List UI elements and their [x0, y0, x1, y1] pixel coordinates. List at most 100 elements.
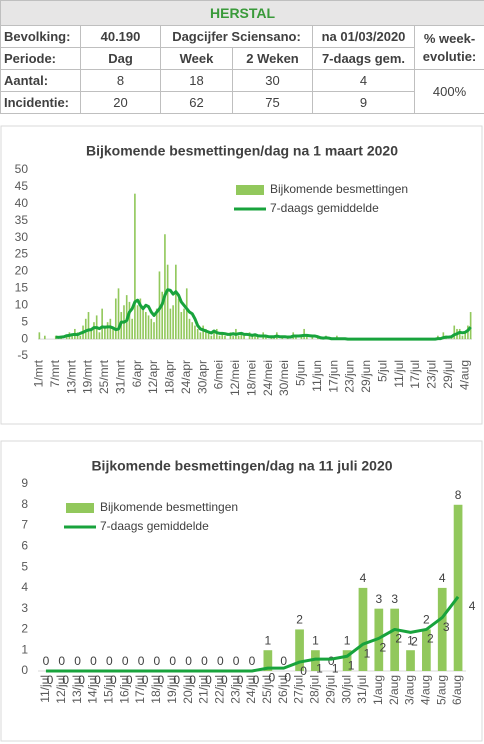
y-tick-label: 7	[21, 518, 28, 532]
x-tick-label: 30/mei	[277, 360, 291, 396]
data-label: 1	[407, 633, 414, 647]
bar	[153, 322, 155, 340]
bar	[164, 234, 166, 340]
x-tick-label: 5/aug	[434, 675, 448, 705]
bar	[104, 325, 106, 340]
cell: % week-evolutie:	[413, 25, 484, 70]
chart-title: Bijkomende besmettingen/dag na 1 maart 2…	[86, 143, 398, 159]
data-label: 4	[360, 571, 367, 585]
x-tick-label: 18/mei	[244, 360, 258, 396]
data-label: 0	[280, 654, 287, 668]
y-tick-label: 0	[21, 663, 28, 677]
x-tick-label: 30/apr	[195, 360, 209, 394]
cell: 30	[232, 69, 313, 92]
x-tick-label: 29/jul	[441, 360, 455, 389]
x-tick-label: 7/mrt	[48, 359, 62, 387]
bar	[300, 335, 303, 340]
x-tick-label: 17/jul	[408, 360, 422, 389]
bar	[306, 335, 308, 340]
x-tick-label: 18/apr	[163, 360, 177, 394]
chart-frame	[0, 440, 483, 742]
x-tick-label: 25/jul	[260, 675, 274, 704]
line-label: 0	[205, 673, 212, 687]
bar	[240, 332, 243, 340]
line-label: 0	[110, 673, 117, 687]
x-tick-label: 11/jun	[310, 360, 324, 392]
y-tick-label: 45	[15, 179, 29, 193]
data-label: 1	[344, 633, 351, 647]
y-tick-label: 20	[15, 264, 29, 278]
bar	[453, 325, 456, 340]
data-label: 4	[439, 571, 446, 585]
line-label: 1	[364, 646, 371, 660]
bar	[134, 193, 136, 340]
x-tick-label: 17/jun	[326, 360, 340, 393]
bar	[243, 335, 245, 340]
line-label: 2	[379, 641, 386, 655]
line-label: 1	[316, 661, 323, 675]
x-tick-label: 3/aug	[403, 675, 417, 705]
x-tick-label: 1/mrt	[32, 359, 46, 387]
y-tick-label: 2	[21, 622, 28, 636]
cell: 4	[312, 69, 415, 92]
line-label: 0	[300, 664, 307, 678]
x-tick-label: 24/apr	[179, 360, 193, 394]
data-label: 0	[90, 654, 97, 668]
line-label: 2	[427, 632, 434, 646]
line-label: 3	[443, 620, 450, 634]
cell: na 01/03/2020	[312, 25, 415, 48]
bar	[453, 504, 463, 671]
bar	[254, 335, 256, 340]
y-tick-label: 35	[15, 213, 29, 227]
data-label: 0	[233, 654, 240, 668]
bar	[144, 312, 147, 340]
x-tick-label: 5/jun	[294, 360, 308, 386]
bar	[358, 587, 368, 671]
line-label: 0	[284, 670, 291, 684]
data-label: 0	[169, 654, 176, 668]
data-label: 0	[217, 654, 224, 668]
data-label: 2	[423, 613, 430, 627]
bar	[221, 332, 224, 340]
x-tick-label: 4/aug	[419, 675, 433, 705]
x-tick-label: 24/mei	[261, 360, 275, 396]
legend-label: Bijkomende besmettingen	[270, 182, 408, 196]
line-label: 0	[47, 673, 54, 687]
line-label: 0	[189, 673, 196, 687]
x-tick-label: 12/apr	[146, 360, 160, 394]
line-label: 0	[62, 673, 69, 687]
bar	[71, 335, 73, 340]
data-label: 0	[43, 654, 50, 668]
x-tick-label: 31/mrt	[113, 359, 127, 394]
y-tick-label: 1	[21, 642, 28, 656]
bar	[251, 335, 254, 340]
chart-title: Bijkomende besmettingen/dag na 11 juli 2…	[91, 458, 392, 474]
bar	[210, 335, 213, 340]
bar	[112, 328, 114, 340]
cell: Dagcijfer Sciensano:	[160, 25, 313, 48]
bar	[93, 322, 95, 340]
cell: Aantal:	[0, 69, 81, 92]
bar	[177, 298, 180, 340]
x-tick-label: 17/jul	[133, 675, 147, 704]
bar	[342, 650, 352, 671]
bar	[114, 298, 117, 340]
y-tick-label: 10	[15, 297, 29, 311]
bar	[461, 335, 464, 340]
bar	[218, 335, 221, 340]
bar	[207, 332, 210, 340]
bar	[131, 318, 133, 340]
x-tick-label: 30/jul	[339, 675, 353, 704]
data-label: 0	[138, 654, 145, 668]
bar	[155, 308, 158, 340]
cell: 40.190	[80, 25, 161, 48]
y-tick-label: 25	[15, 247, 29, 261]
bar	[172, 305, 174, 340]
cell: Periode:	[0, 47, 81, 70]
bar	[422, 629, 431, 671]
bar	[213, 332, 215, 340]
bar	[117, 288, 120, 340]
line-label: 1	[332, 661, 339, 675]
table-title: HERSTAL	[0, 0, 484, 26]
bar	[183, 308, 185, 340]
